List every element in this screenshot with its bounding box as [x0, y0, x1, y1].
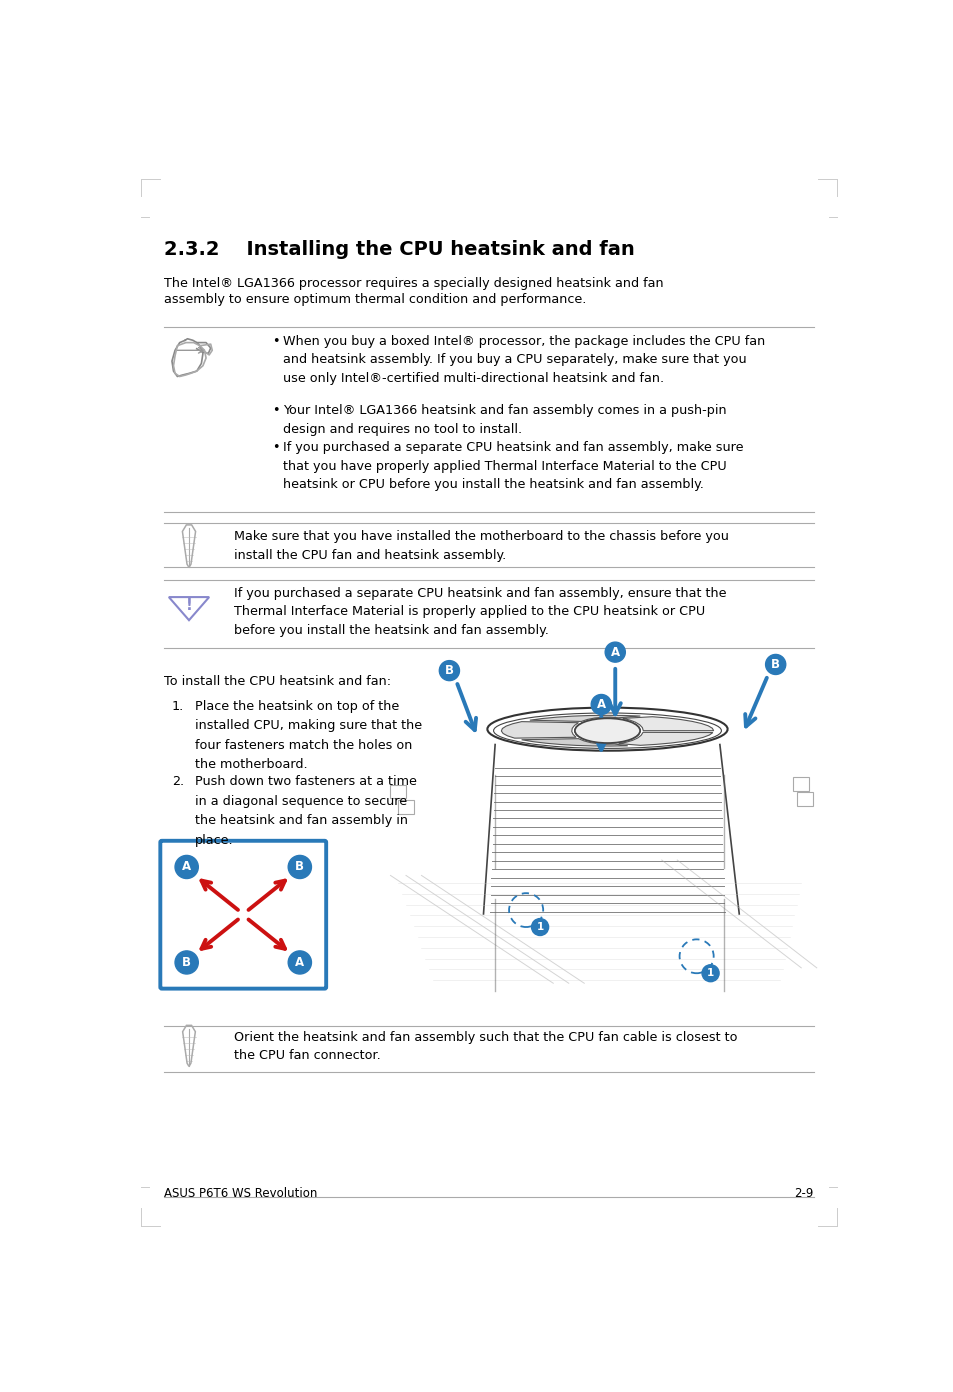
Text: A: A [610, 646, 619, 658]
Text: 1.: 1. [172, 700, 184, 713]
Polygon shape [501, 721, 578, 738]
Text: B: B [182, 956, 191, 969]
Ellipse shape [575, 718, 639, 743]
Polygon shape [618, 732, 712, 745]
Circle shape [174, 856, 198, 878]
Text: A: A [294, 956, 304, 969]
Text: 1: 1 [536, 922, 543, 933]
Text: Push down two fasteners at a time
in a diagonal sequence to secure
the heatsink : Push down two fasteners at a time in a d… [195, 775, 416, 846]
Text: •: • [272, 335, 279, 348]
Text: assembly to ensure optimum thermal condition and performance.: assembly to ensure optimum thermal condi… [164, 292, 586, 306]
Circle shape [591, 695, 611, 714]
Text: If you purchased a separate CPU heatsink and fan assembly, make sure
that you ha: If you purchased a separate CPU heatsink… [282, 441, 742, 491]
Text: A: A [182, 860, 191, 873]
Circle shape [604, 642, 624, 663]
Text: If you purchased a separate CPU heatsink and fan assembly, ensure that the
Therm: If you purchased a separate CPU heatsink… [233, 586, 725, 636]
Text: 2.: 2. [172, 775, 184, 788]
Text: B: B [770, 658, 780, 671]
Text: B: B [295, 860, 304, 873]
Text: 1: 1 [706, 969, 714, 979]
Polygon shape [529, 715, 639, 721]
Text: Orient the heatsink and fan assembly such that the CPU fan cable is closest to
t: Orient the heatsink and fan assembly suc… [233, 1031, 737, 1062]
Text: 2.3.2    Installing the CPU heatsink and fan: 2.3.2 Installing the CPU heatsink and fa… [164, 241, 635, 259]
FancyBboxPatch shape [160, 841, 326, 988]
Circle shape [531, 919, 548, 935]
Text: •: • [272, 441, 279, 454]
Bar [793, 777, 808, 791]
Polygon shape [622, 717, 713, 731]
Text: To install the CPU heatsink and fan:: To install the CPU heatsink and fan: [164, 675, 391, 688]
Circle shape [288, 951, 311, 974]
Text: Make sure that you have installed the motherboard to the chassis before you
inst: Make sure that you have installed the mo… [233, 530, 728, 562]
Polygon shape [521, 739, 627, 746]
Bar [390, 785, 406, 799]
Text: A: A [597, 697, 605, 711]
Circle shape [288, 856, 311, 878]
Circle shape [765, 654, 785, 675]
Circle shape [174, 951, 198, 974]
Circle shape [701, 965, 719, 981]
Text: !: ! [186, 599, 193, 614]
Bar [797, 792, 812, 806]
Text: Place the heatsink on top of the
installed CPU, making sure that the
four fasten: Place the heatsink on top of the install… [195, 700, 422, 771]
Text: When you buy a boxed Intel® processor, the package includes the CPU fan
and heat: When you buy a boxed Intel® processor, t… [282, 335, 764, 386]
Text: B: B [444, 664, 454, 677]
Text: •: • [272, 404, 279, 418]
Text: Your Intel® LGA1366 heatsink and fan assembly comes in a push-pin
design and req: Your Intel® LGA1366 heatsink and fan ass… [282, 404, 725, 436]
Bar [397, 800, 414, 814]
Text: 2-9: 2-9 [794, 1187, 813, 1200]
Circle shape [439, 661, 459, 681]
Text: ASUS P6T6 WS Revolution: ASUS P6T6 WS Revolution [164, 1187, 317, 1200]
Text: The Intel® LGA1366 processor requires a specially designed heatsink and fan: The Intel® LGA1366 processor requires a … [164, 277, 663, 290]
